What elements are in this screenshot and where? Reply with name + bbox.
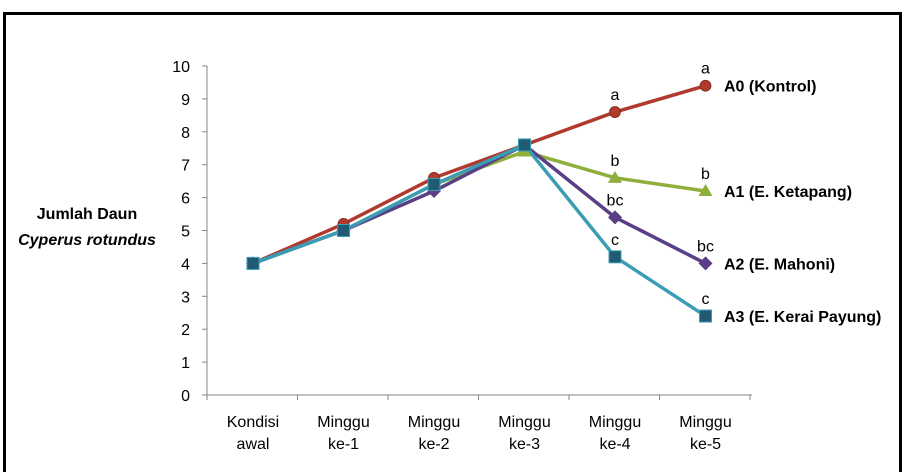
data-point xyxy=(246,256,260,270)
x-tick-label: Minggu xyxy=(589,414,641,431)
x-tick-label: ke-1 xyxy=(328,436,359,453)
significance-label: c xyxy=(611,232,619,249)
y-tick-label: 0 xyxy=(181,388,190,405)
data-point xyxy=(698,184,713,197)
x-tick-label: ke-2 xyxy=(418,436,449,453)
y-tick-label: 8 xyxy=(181,125,190,142)
series-line xyxy=(252,143,707,318)
significance-label: c xyxy=(702,291,710,308)
y-tick-label: 4 xyxy=(181,256,190,273)
y-tick-label: 5 xyxy=(181,224,190,241)
data-point xyxy=(609,106,621,118)
y-tick-label: 2 xyxy=(181,322,190,339)
series-label: A1 (E. Ketapang) xyxy=(724,184,852,201)
series-label: A0 (Kontrol) xyxy=(724,79,816,96)
data-point xyxy=(698,256,713,271)
x-tick-label: ke-3 xyxy=(509,436,540,453)
x-tick-label: ke-5 xyxy=(690,436,721,453)
y-axis-title-species: Cyperus rotundus xyxy=(18,232,156,249)
x-tick-label: Minggu xyxy=(317,414,369,431)
x-tick-label: Kondisi xyxy=(227,414,279,431)
data-point xyxy=(608,210,622,225)
x-tick-label: Minggu xyxy=(498,414,550,431)
series-label: A3 (E. Kerai Payung) xyxy=(724,309,881,326)
series-label: A2 (E. Mahoni) xyxy=(724,256,835,273)
data-point xyxy=(337,224,350,237)
y-tick-label: 7 xyxy=(181,158,190,175)
y-tick-label: 9 xyxy=(181,92,190,109)
significance-label: a xyxy=(701,61,710,78)
x-tick-label: ke-4 xyxy=(599,436,630,453)
x-tick-label: Minggu xyxy=(679,414,731,431)
y-tick-label: 10 xyxy=(172,59,190,76)
x-tick-label: Minggu xyxy=(408,414,460,431)
significance-label: bc xyxy=(607,192,624,209)
chart-frame xyxy=(3,12,902,472)
y-axis-title: Jumlah Daun xyxy=(37,206,137,223)
significance-label: bc xyxy=(697,238,714,255)
significance-label: b xyxy=(611,153,620,170)
y-tick-label: 1 xyxy=(181,355,190,372)
y-tick-label: 6 xyxy=(181,191,190,208)
data-point xyxy=(427,177,441,191)
significance-label: b xyxy=(701,166,710,183)
y-tick-label: 3 xyxy=(181,289,190,306)
significance-label: a xyxy=(611,87,620,104)
x-tick-label: awal xyxy=(237,436,270,453)
data-point xyxy=(608,170,622,183)
data-point xyxy=(518,138,531,152)
data-point xyxy=(699,79,712,92)
data-point xyxy=(608,250,622,264)
data-point xyxy=(699,309,712,323)
series-line xyxy=(252,84,706,266)
